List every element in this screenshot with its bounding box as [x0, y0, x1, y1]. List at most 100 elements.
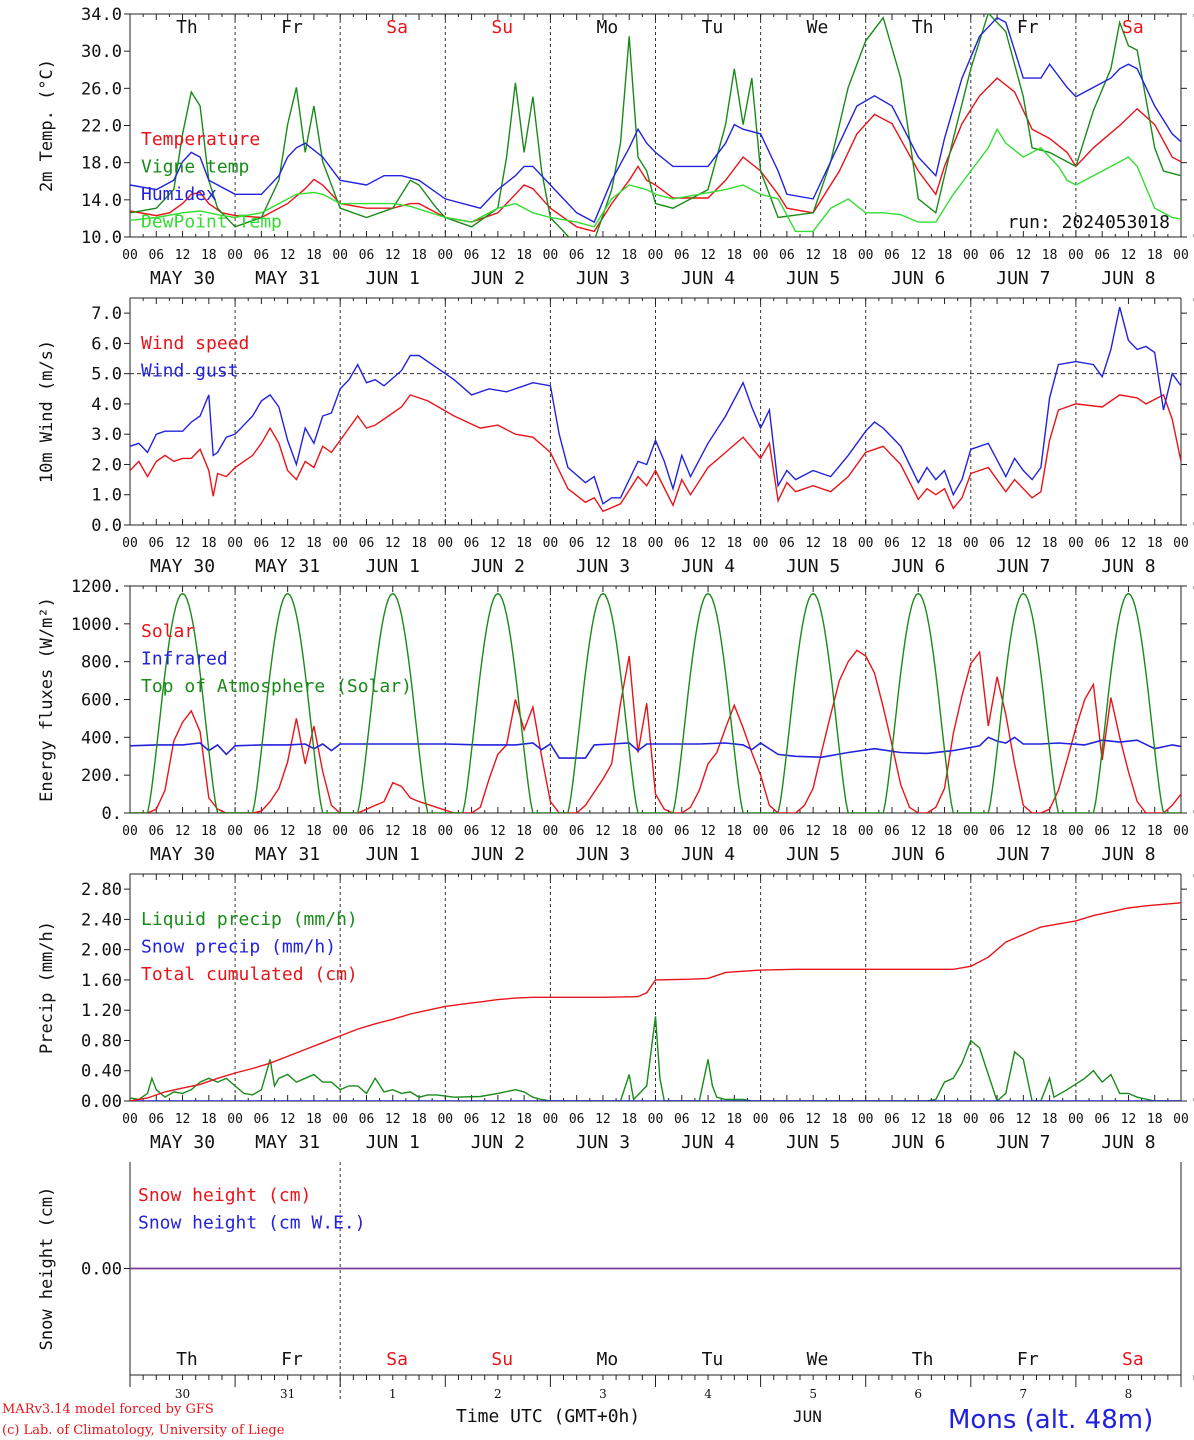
- hour-tick-label: 06: [989, 1112, 1005, 1127]
- date-label: JUN 7: [996, 556, 1050, 577]
- weekday-label: Sa: [1122, 17, 1144, 38]
- legend-entry: Snow height (cm): [138, 1185, 311, 1206]
- month-label: JUN: [793, 1407, 822, 1426]
- weekday-label: Sa: [386, 17, 408, 38]
- hour-tick-label: 00: [122, 248, 138, 263]
- hour-tick-label: 06: [254, 1112, 270, 1127]
- hour-tick-label: 12: [1121, 824, 1137, 839]
- hour-tick-label: 18: [516, 824, 532, 839]
- legend-entry: Solar: [141, 621, 195, 642]
- weekday-label: Fr: [281, 1349, 303, 1370]
- hour-tick-label: 00: [122, 1112, 138, 1127]
- hour-tick-label: 12: [595, 536, 611, 551]
- y-tick-label: 200.: [81, 766, 122, 786]
- weekday-label: Tu: [702, 1349, 724, 1370]
- y-tick-label: 5.0: [91, 365, 122, 385]
- hour-tick-label: 18: [201, 824, 217, 839]
- hour-tick-label: 06: [359, 248, 375, 263]
- date-label: JUN 5: [786, 844, 840, 865]
- legend-entry: Temperature: [141, 129, 260, 150]
- hour-tick-label: 18: [201, 536, 217, 551]
- date-label: JUN 1: [366, 268, 420, 289]
- series-line: [130, 902, 1181, 1101]
- legend-entry: Humidex: [141, 184, 217, 205]
- series-line: [130, 592, 1181, 813]
- hour-tick-label: 06: [989, 824, 1005, 839]
- series-line: [130, 649, 1181, 813]
- hour-tick-label: 12: [805, 248, 821, 263]
- hour-tick-label: 12: [700, 536, 716, 551]
- y-tick-label: 6.0: [91, 334, 122, 354]
- hour-tick-label: 06: [779, 1112, 795, 1127]
- date-label: JUN 4: [681, 556, 735, 577]
- hour-tick-label: 00: [227, 824, 243, 839]
- y-axis-label: 10m Wind (m/s): [37, 340, 57, 483]
- y-tick-label: 2.00: [81, 941, 122, 961]
- date-label: MAY 31: [255, 556, 320, 577]
- hour-tick-label: 18: [621, 536, 637, 551]
- plot-area: [130, 14, 1181, 237]
- day-number-label: 7: [1020, 1387, 1028, 1401]
- hour-tick-label: 06: [674, 1112, 690, 1127]
- y-tick-label: 400.: [81, 728, 122, 748]
- y-tick-label: 4.0: [91, 395, 122, 415]
- hour-tick-label: 00: [437, 824, 453, 839]
- hour-tick-label: 12: [910, 248, 926, 263]
- date-label: MAY 30: [150, 556, 215, 577]
- hour-tick-label: 18: [621, 824, 637, 839]
- hour-tick-label: 06: [254, 536, 270, 551]
- legend-entry: DewPoint Temp: [141, 212, 282, 233]
- hour-tick-label: 00: [543, 248, 559, 263]
- hour-tick-label: 12: [805, 824, 821, 839]
- hour-tick-label: 00: [437, 536, 453, 551]
- y-tick-label: 1000.: [71, 615, 122, 635]
- y-tick-label: 2.80: [81, 880, 122, 900]
- date-label: JUN 6: [891, 844, 945, 865]
- weekday-label: Sa: [1122, 1349, 1144, 1370]
- hour-tick-label: 18: [411, 1112, 427, 1127]
- hour-tick-label: 06: [779, 824, 795, 839]
- series-line: [130, 393, 1181, 513]
- weekday-label: Fr: [281, 17, 303, 38]
- hour-tick-label: 00: [858, 248, 874, 263]
- date-label: JUN 6: [891, 1132, 945, 1153]
- date-label: JUN 2: [471, 556, 525, 577]
- hour-tick-label: 00: [543, 536, 559, 551]
- weekday-label: Th: [912, 17, 934, 38]
- hour-tick-label: 00: [437, 1112, 453, 1127]
- hour-tick-label: 18: [516, 248, 532, 263]
- hour-tick-label: 18: [937, 536, 953, 551]
- y-tick-label: 34.0: [81, 5, 122, 25]
- hour-tick-label: 12: [595, 248, 611, 263]
- hour-tick-label: 06: [569, 536, 585, 551]
- hour-tick-label: 00: [1173, 536, 1189, 551]
- hour-tick-label: 12: [385, 248, 401, 263]
- y-tick-label: 1.60: [81, 971, 122, 991]
- date-label: JUN 1: [366, 844, 420, 865]
- hour-tick-label: 06: [674, 248, 690, 263]
- hour-tick-label: 18: [1042, 536, 1058, 551]
- day-number-label: 8: [1125, 1387, 1133, 1401]
- hour-tick-label: 06: [148, 1112, 164, 1127]
- hour-tick-label: 00: [753, 536, 769, 551]
- hour-tick-label: 12: [700, 248, 716, 263]
- hour-tick-label: 06: [884, 824, 900, 839]
- series-line: [130, 14, 1181, 237]
- y-tick-label: 600.: [81, 691, 122, 711]
- hour-tick-label: 18: [726, 248, 742, 263]
- hour-tick-label: 06: [989, 248, 1005, 263]
- hour-tick-label: 06: [148, 824, 164, 839]
- date-label: JUN 3: [576, 556, 630, 577]
- hour-tick-label: 06: [989, 536, 1005, 551]
- hour-tick-label: 12: [175, 824, 191, 839]
- hour-tick-label: 18: [726, 1112, 742, 1127]
- y-axis-label: Energy fluxes (W/m²): [37, 597, 57, 802]
- y-axis-label: 2m Temp. (°C): [37, 59, 57, 192]
- date-label: JUN 2: [471, 1132, 525, 1153]
- hour-tick-label: 00: [227, 1112, 243, 1127]
- y-tick-label: 30.0: [81, 42, 122, 62]
- hour-tick-label: 00: [227, 248, 243, 263]
- date-label: JUN 3: [576, 1132, 630, 1153]
- date-label: JUN 1: [366, 556, 420, 577]
- hour-tick-label: 12: [1121, 536, 1137, 551]
